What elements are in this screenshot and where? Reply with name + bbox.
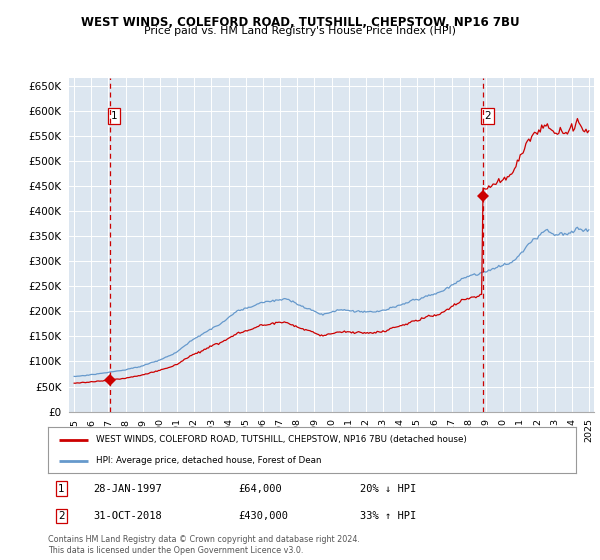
Text: Price paid vs. HM Land Registry's House Price Index (HPI): Price paid vs. HM Land Registry's House … xyxy=(144,26,456,36)
Text: 2: 2 xyxy=(58,511,65,521)
Text: 2: 2 xyxy=(484,111,491,121)
Text: £430,000: £430,000 xyxy=(238,511,288,521)
Text: 1: 1 xyxy=(58,484,65,493)
Text: WEST WINDS, COLEFORD ROAD, TUTSHILL, CHEPSTOW, NP16 7BU (detached house): WEST WINDS, COLEFORD ROAD, TUTSHILL, CHE… xyxy=(95,435,466,444)
Text: 20% ↓ HPI: 20% ↓ HPI xyxy=(359,484,416,493)
Text: 28-JAN-1997: 28-JAN-1997 xyxy=(93,484,161,493)
Text: 33% ↑ HPI: 33% ↑ HPI xyxy=(359,511,416,521)
Text: HPI: Average price, detached house, Forest of Dean: HPI: Average price, detached house, Fore… xyxy=(95,456,321,465)
Text: WEST WINDS, COLEFORD ROAD, TUTSHILL, CHEPSTOW, NP16 7BU: WEST WINDS, COLEFORD ROAD, TUTSHILL, CHE… xyxy=(80,16,520,29)
Text: 1: 1 xyxy=(111,111,118,121)
Text: £64,000: £64,000 xyxy=(238,484,282,493)
Text: 31-OCT-2018: 31-OCT-2018 xyxy=(93,511,161,521)
Text: Contains HM Land Registry data © Crown copyright and database right 2024.
This d: Contains HM Land Registry data © Crown c… xyxy=(48,535,360,555)
